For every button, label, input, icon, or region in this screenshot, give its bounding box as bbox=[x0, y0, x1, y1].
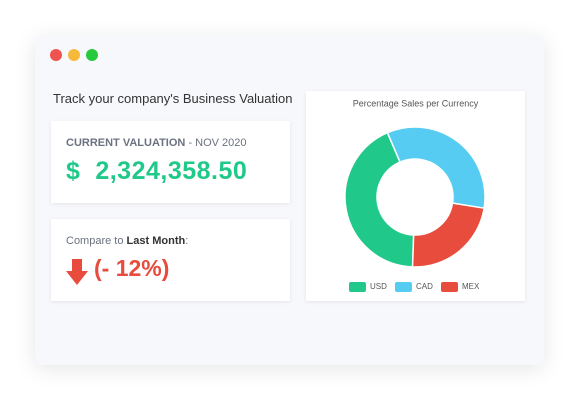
legend-label: CAD bbox=[416, 282, 433, 291]
label: CURRENT VALUATION bbox=[66, 137, 186, 149]
suffix: : bbox=[185, 235, 189, 247]
maximize-button[interactable] bbox=[86, 49, 98, 61]
minimize-button[interactable] bbox=[68, 49, 80, 61]
chart-card: Percentage Sales per Currency USD CAD MEX bbox=[306, 91, 525, 301]
period: - NOV 2020 bbox=[188, 137, 247, 149]
donut-segment bbox=[344, 131, 415, 268]
donut-segment bbox=[386, 126, 486, 210]
valuation-amount: $ 2,324,358.50 bbox=[66, 157, 247, 186]
strong: Last Month bbox=[126, 235, 186, 247]
donut-segment bbox=[411, 202, 485, 268]
currency: $ bbox=[66, 157, 81, 185]
close-button[interactable] bbox=[50, 49, 62, 61]
legend-swatch bbox=[441, 282, 458, 292]
comparison-card: Compare to Last Month: (- 12%) bbox=[51, 219, 290, 301]
amount: 2,324,358.50 bbox=[95, 157, 248, 185]
legend-swatch bbox=[349, 282, 366, 292]
window: Track your company's Business Valuation … bbox=[35, 35, 544, 365]
valuation-card: CURRENT VALUATION - NOV 2020 $ 2,324,358… bbox=[51, 121, 290, 203]
prefix: Compare to bbox=[66, 235, 124, 247]
chart: Percentage Sales per Currency USD CAD MEX bbox=[344, 98, 486, 292]
change: (- 12%) bbox=[94, 255, 170, 281]
legend-swatch bbox=[395, 282, 412, 292]
page-title: Track your company's Business Valuation bbox=[53, 91, 293, 106]
valuation-label: CURRENT VALUATION - NOV 2020 bbox=[66, 137, 247, 149]
legend-label: MEX bbox=[462, 282, 480, 291]
down-arrow bbox=[66, 259, 88, 285]
legend-label: USD bbox=[370, 282, 387, 291]
comparison-label: Compare to Last Month: bbox=[66, 235, 188, 247]
chart-title: Percentage Sales per Currency bbox=[353, 98, 479, 108]
